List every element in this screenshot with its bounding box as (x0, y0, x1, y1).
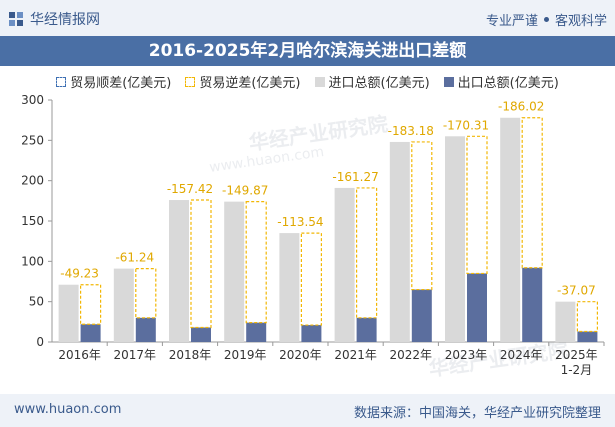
legend-item-deficit[interactable]: 贸易逆差(亿美元) (185, 72, 301, 91)
x-tick-label: 2025年 (555, 348, 598, 362)
bar-import (58, 284, 79, 342)
top-bar: 华经情报网 专业严谨 客观科学 (0, 0, 615, 36)
bar-deficit (190, 199, 212, 329)
legend-item-export[interactable]: 出口总额(亿美元) (443, 72, 559, 91)
x-tick-label: 1-2月 (561, 363, 593, 377)
bar-deficit (356, 187, 378, 319)
brand[interactable]: 华经情报网 (8, 9, 100, 29)
bar-import (500, 117, 521, 342)
legend-item-import[interactable]: 进口总额(亿美元) (314, 72, 430, 91)
tagline: 专业严谨 客观科学 (486, 10, 607, 29)
x-tick-label: 2021年 (334, 348, 377, 362)
bar-import (389, 141, 410, 342)
x-tick-label: 2017年 (114, 348, 157, 362)
footer-source: 数据来源：中国海关，华经产业研究院整理 (353, 406, 601, 421)
data-label-deficit: -61.24 (115, 251, 154, 265)
x-tick-label: 2019年 (224, 348, 267, 362)
y-tick-label: 200 (21, 174, 44, 188)
data-label-deficit: -157.42 (167, 182, 213, 196)
data-label-deficit: -183.18 (388, 124, 434, 138)
y-tick-label: 100 (21, 254, 44, 268)
legend-label-surplus: 贸易顺差(亿美元) (70, 76, 172, 91)
data-label-deficit: -186.02 (498, 100, 544, 114)
bar-export (301, 325, 322, 342)
legend-swatch-deficit-icon (185, 76, 196, 87)
legend-swatch-export-icon (443, 76, 454, 87)
bar-deficit (79, 284, 102, 325)
chart-plot: 华经产业研究院 www.huaon.com 华经产业研究院 0501001502… (21, 93, 605, 381)
x-tick-label: 2023年 (445, 348, 488, 362)
brand-name: 华经情报网 (30, 12, 100, 28)
bar-import (445, 136, 465, 342)
data-label-deficit: -161.27 (332, 170, 378, 184)
bar-deficit (300, 232, 322, 326)
bar-import (169, 200, 189, 342)
x-tick-label: 2020年 (279, 348, 322, 362)
legend-label-deficit: 贸易逆差(亿美元) (199, 76, 301, 91)
legend-swatch-surplus-icon (56, 76, 67, 87)
legend-label-export: 出口总额(亿美元) (457, 76, 559, 91)
bar-export (191, 327, 211, 342)
legend-swatch-import-icon (314, 76, 325, 87)
separator-dot-icon (543, 17, 549, 22)
y-tick-label: 0 (36, 335, 44, 349)
tagline-right: 客观科学 (554, 14, 607, 29)
data-label-deficit: -170.31 (443, 118, 489, 132)
bar-deficit (411, 141, 433, 291)
bar-import (224, 201, 245, 342)
y-tick-label: 150 (21, 214, 44, 228)
x-tick-label: 2024年 (500, 348, 543, 362)
legend-item-surplus[interactable]: 贸易顺差(亿美元) (56, 72, 171, 91)
chart-title: 2016-2025年2月哈尔滨海关进出口差额 (0, 36, 615, 66)
x-tick-label: 2018年 (169, 348, 212, 362)
bar-import (113, 268, 134, 342)
bar-export (467, 273, 487, 342)
footer-site-link[interactable]: www.huaon.com (14, 402, 122, 417)
bar-export (522, 267, 543, 342)
bar-import (334, 187, 355, 342)
y-tick-label: 250 (21, 133, 44, 147)
logo-icon (9, 12, 23, 26)
legend-label-import: 进口总额(亿美元) (328, 76, 430, 91)
bar-deficit (135, 267, 157, 319)
bar-export (577, 331, 598, 342)
footer: www.huaon.com 数据来源：中国海关，华经产业研究院整理 (0, 394, 615, 427)
bar-export (411, 289, 432, 342)
data-label-deficit: -37.07 (557, 284, 596, 298)
bar-deficit (466, 135, 488, 275)
x-tick-label: 2022年 (390, 348, 433, 362)
data-label-deficit: -49.23 (60, 267, 99, 281)
bar-deficit (521, 117, 543, 269)
y-tick-label: 50 (29, 295, 44, 309)
bar-export (80, 324, 101, 342)
bar-import (279, 233, 300, 342)
bar-export (246, 322, 267, 342)
x-tick-label: 2016年 (58, 348, 101, 362)
bar-import (555, 301, 576, 342)
data-label-deficit: -149.87 (222, 184, 268, 198)
data-label-deficit: -113.54 (277, 215, 323, 229)
y-tick-label: 300 (21, 93, 44, 107)
bar-deficit (245, 201, 267, 324)
bar-deficit (576, 301, 599, 333)
bar-export (356, 317, 377, 342)
bar-export (135, 317, 156, 342)
tagline-left: 专业严谨 (485, 14, 538, 29)
chart-legend: 贸易顺差(亿美元) 贸易逆差(亿美元) 进口总额(亿美元) 出口总额(亿美元) (0, 72, 615, 91)
